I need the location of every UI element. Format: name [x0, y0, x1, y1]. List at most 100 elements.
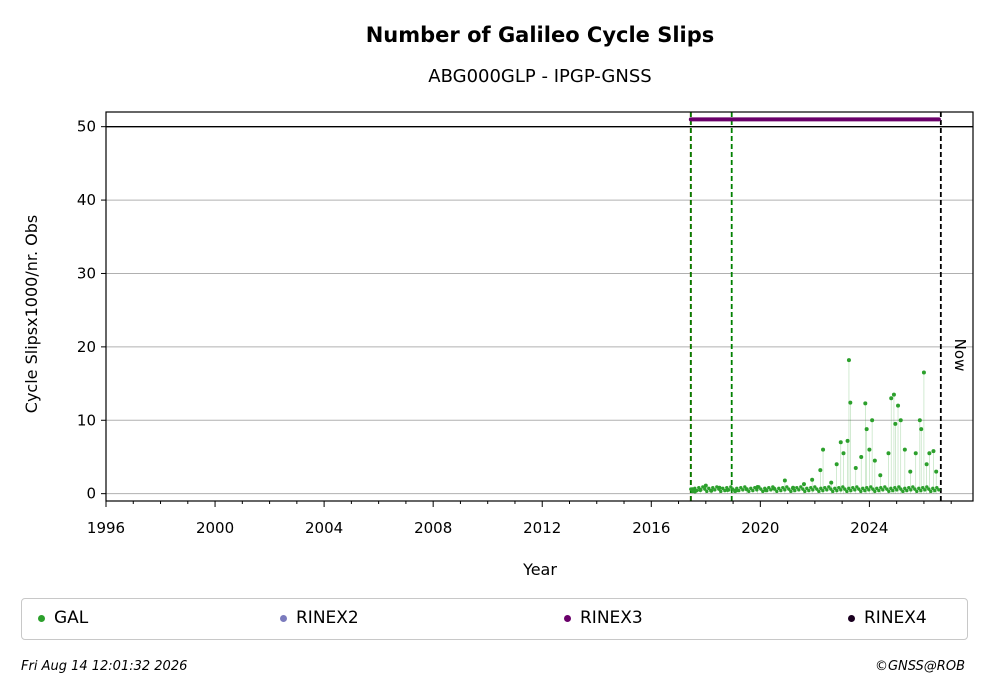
data-point-band [805, 486, 809, 491]
data-point-band [849, 488, 853, 493]
data-point-band [841, 485, 845, 489]
data-point [859, 454, 864, 459]
data-point-band [759, 487, 763, 491]
data-point-band [739, 485, 743, 490]
plot-frame [105, 111, 974, 502]
data-point-band [865, 485, 869, 490]
data-point-band [875, 486, 879, 491]
data-point-band [741, 488, 745, 492]
y-tick-label: 10 [77, 411, 96, 429]
legend: GAL RINEX2 RINEX3 RINEX4 [21, 598, 968, 640]
data-point-band [721, 486, 725, 491]
data-point-band [891, 488, 895, 493]
data-point-band [827, 485, 831, 489]
data-point-band [833, 486, 837, 491]
data-point-band [897, 485, 901, 489]
data-point-band [717, 487, 721, 491]
y-tick-label: 40 [77, 191, 96, 209]
data-point-band [775, 489, 779, 494]
data-point-band [729, 485, 733, 489]
x-axis-label: Year [522, 560, 557, 579]
data-point-band [709, 488, 713, 493]
data-point-band [701, 485, 705, 489]
data-point-band [793, 488, 797, 493]
data-point-band [801, 487, 805, 491]
data-point-band [779, 488, 783, 493]
data-point-band [829, 487, 833, 491]
data-point-band [871, 487, 875, 491]
data-point [878, 473, 883, 478]
legend-item-gal: GAL [38, 608, 88, 628]
data-point [870, 418, 875, 423]
data-point [893, 421, 898, 426]
data-point [821, 447, 826, 452]
data-point [864, 427, 869, 432]
data-point-band [885, 487, 889, 491]
y-axis-label: Cycle Slipsx1000/nr. Obs [22, 215, 41, 413]
data-point-band [913, 487, 917, 491]
legend-marker-gal [38, 614, 45, 622]
data-point [872, 458, 877, 463]
data-point-band [753, 485, 757, 490]
data-point [889, 396, 894, 401]
data-point [908, 469, 913, 474]
data-point-band [845, 489, 849, 494]
data-point [834, 462, 839, 467]
data-point [934, 469, 939, 474]
data-point [853, 465, 858, 470]
data-point-band [879, 485, 883, 490]
data-point-band [725, 485, 729, 490]
data-point-band [787, 487, 791, 491]
legend-label-rinex2: RINEX2 [296, 608, 359, 628]
y-tick-label: 20 [77, 338, 96, 356]
data-point [931, 449, 936, 454]
data-point-band [727, 488, 731, 492]
data-point-band [745, 487, 749, 491]
data-point-band [795, 485, 799, 490]
data-point-band [861, 486, 865, 491]
data-point [848, 400, 853, 405]
data-point-band [813, 485, 817, 489]
data-point-band [889, 486, 893, 491]
data-point-band [707, 486, 711, 491]
data-point [838, 440, 843, 445]
data-point [818, 468, 823, 473]
x-tick-label: 2012 [523, 519, 561, 537]
data-point-band [815, 487, 819, 491]
data-point-band [799, 485, 803, 489]
x-tick-label: 1996 [87, 519, 125, 537]
data-point [891, 392, 896, 397]
chart-subtitle: ABG000GLP - IPGP-GNSS [428, 66, 651, 87]
x-tick-label: 2008 [414, 519, 452, 537]
data-point [913, 451, 918, 456]
data-point-band [781, 485, 785, 490]
data-point-band [699, 488, 703, 492]
y-tick-label: 0 [86, 485, 96, 503]
data-point-band [835, 488, 839, 493]
data-point [867, 447, 872, 452]
x-tick-label: 2020 [741, 519, 779, 537]
legend-item-rinex4: RINEX4 [848, 608, 927, 628]
data-point-band [689, 487, 693, 491]
data-point-band [923, 488, 927, 492]
data-point-band [927, 487, 931, 491]
data-point-band [903, 486, 907, 491]
data-point [801, 482, 806, 487]
data-point-band [749, 486, 753, 491]
data-point [896, 403, 901, 408]
data-point-band [899, 487, 903, 491]
data-point [886, 451, 891, 456]
data-point-band [853, 488, 857, 492]
data-point-band [873, 489, 877, 494]
data-point-band [831, 489, 835, 494]
data-point-band [901, 489, 905, 494]
data-point-band [697, 485, 701, 490]
data-point-band [881, 488, 885, 492]
data-point-band [877, 488, 881, 493]
data-point-band [733, 489, 737, 494]
data-point-band [765, 488, 769, 493]
data-point-band [715, 485, 719, 489]
data-point-band [929, 489, 933, 494]
data-point-band [767, 485, 771, 490]
data-point [845, 438, 850, 443]
